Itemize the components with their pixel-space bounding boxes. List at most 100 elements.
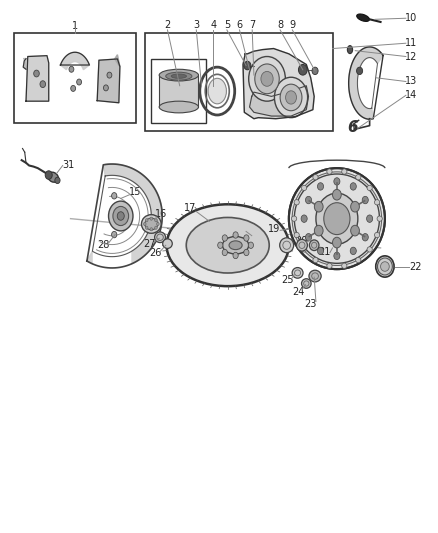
Polygon shape [93, 249, 131, 285]
Circle shape [367, 215, 373, 222]
Text: 7: 7 [249, 20, 255, 30]
Circle shape [112, 231, 117, 238]
Ellipse shape [309, 240, 319, 251]
Circle shape [69, 66, 74, 72]
Polygon shape [23, 59, 26, 69]
Circle shape [112, 192, 117, 199]
Text: 25: 25 [282, 276, 294, 285]
Circle shape [233, 252, 238, 259]
Circle shape [351, 201, 360, 212]
Text: 3: 3 [193, 20, 199, 30]
Ellipse shape [374, 200, 380, 205]
Ellipse shape [145, 218, 158, 230]
Ellipse shape [155, 232, 166, 243]
Circle shape [362, 196, 368, 204]
Ellipse shape [292, 268, 303, 278]
Circle shape [318, 183, 324, 190]
Ellipse shape [342, 263, 347, 269]
Ellipse shape [159, 101, 198, 113]
Circle shape [275, 77, 307, 118]
Text: 31: 31 [62, 160, 74, 171]
Circle shape [261, 71, 273, 86]
Text: 21: 21 [318, 247, 331, 256]
Circle shape [55, 177, 60, 183]
Ellipse shape [166, 204, 289, 286]
Text: 10: 10 [405, 13, 417, 23]
Polygon shape [349, 47, 383, 119]
Bar [159, 75, 198, 107]
Ellipse shape [301, 279, 311, 288]
Text: 13: 13 [405, 77, 417, 86]
Polygon shape [250, 86, 308, 116]
Bar [151, 59, 206, 123]
Ellipse shape [357, 14, 369, 21]
Circle shape [45, 171, 52, 179]
Circle shape [222, 235, 227, 241]
Ellipse shape [186, 217, 269, 273]
Ellipse shape [141, 215, 161, 233]
Circle shape [305, 233, 311, 241]
Text: 19: 19 [268, 224, 281, 235]
Text: 8: 8 [277, 20, 283, 30]
Circle shape [316, 193, 358, 244]
Circle shape [71, 85, 76, 91]
Ellipse shape [377, 216, 382, 221]
Circle shape [298, 64, 307, 75]
Text: 1: 1 [72, 21, 78, 31]
Circle shape [312, 67, 318, 75]
Polygon shape [26, 55, 49, 101]
Text: 6: 6 [347, 120, 357, 135]
Ellipse shape [367, 185, 372, 191]
Text: 4: 4 [210, 20, 216, 30]
Circle shape [318, 247, 324, 255]
Polygon shape [115, 55, 120, 67]
Ellipse shape [374, 232, 380, 238]
Text: 18: 18 [235, 224, 247, 235]
Text: 22: 22 [409, 262, 422, 271]
Circle shape [332, 237, 341, 248]
Text: 9: 9 [289, 20, 295, 30]
Ellipse shape [347, 46, 353, 54]
Circle shape [34, 70, 39, 77]
Circle shape [351, 225, 360, 236]
Ellipse shape [309, 270, 321, 282]
Circle shape [350, 247, 357, 255]
Ellipse shape [356, 257, 361, 263]
Ellipse shape [376, 256, 394, 277]
Text: 20: 20 [295, 236, 307, 246]
Circle shape [334, 177, 340, 185]
Text: 11: 11 [405, 38, 417, 48]
Ellipse shape [327, 169, 332, 174]
Circle shape [362, 233, 368, 241]
Circle shape [249, 56, 286, 101]
Circle shape [155, 219, 157, 222]
Circle shape [150, 217, 152, 220]
Ellipse shape [159, 69, 198, 81]
Circle shape [145, 219, 148, 222]
Ellipse shape [223, 237, 249, 254]
Circle shape [103, 85, 108, 91]
Text: 5: 5 [224, 20, 230, 30]
Text: 15: 15 [128, 187, 141, 197]
Ellipse shape [297, 239, 307, 251]
Bar [145, 33, 332, 131]
Circle shape [280, 84, 302, 111]
Ellipse shape [313, 175, 318, 180]
Ellipse shape [294, 232, 299, 238]
Text: 2: 2 [164, 20, 171, 30]
Ellipse shape [294, 200, 299, 205]
Text: 16: 16 [155, 209, 167, 220]
Ellipse shape [342, 169, 347, 174]
Ellipse shape [378, 258, 392, 275]
Circle shape [107, 72, 112, 78]
Ellipse shape [280, 238, 293, 253]
Circle shape [332, 189, 341, 200]
Circle shape [314, 225, 323, 236]
Circle shape [357, 67, 363, 75]
Text: 23: 23 [304, 298, 317, 309]
Text: 14: 14 [405, 90, 417, 100]
Polygon shape [60, 52, 89, 70]
Circle shape [156, 222, 159, 225]
Circle shape [255, 64, 279, 94]
Text: 17: 17 [184, 203, 197, 213]
